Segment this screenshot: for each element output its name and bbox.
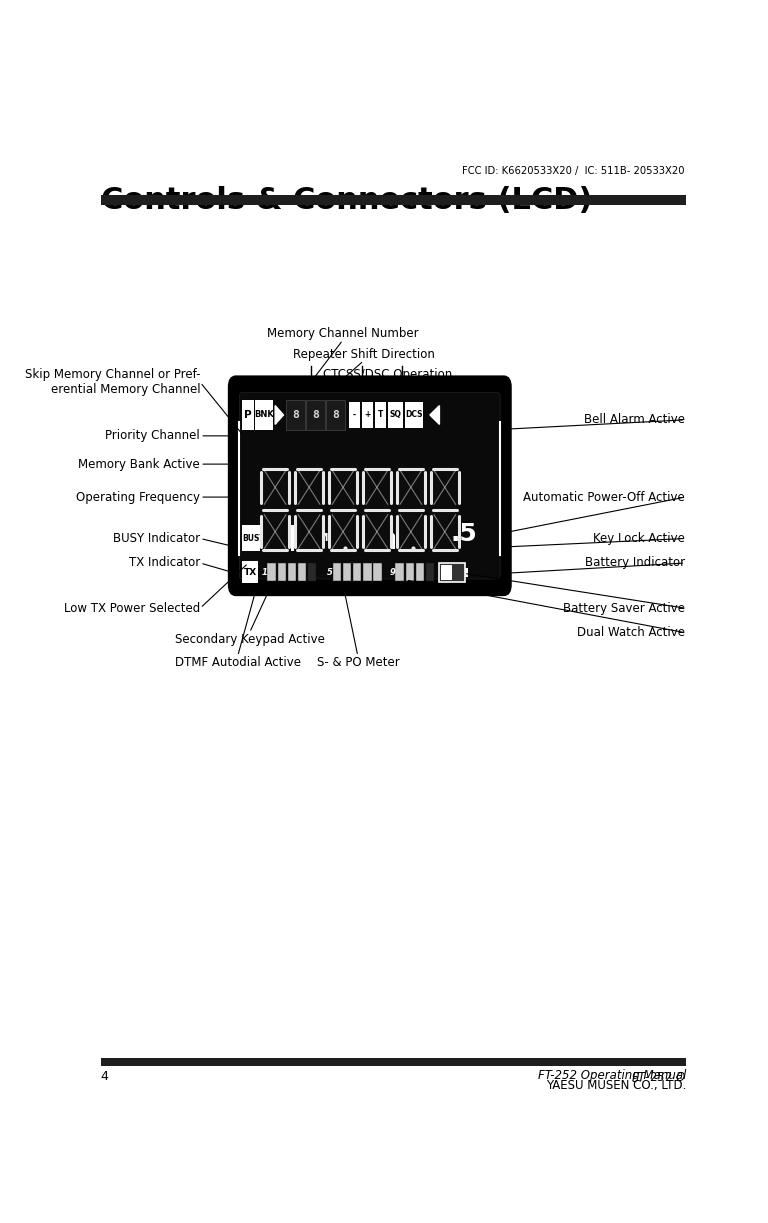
Text: Automatic Power-Off Active: Automatic Power-Off Active xyxy=(524,490,685,504)
Text: CTCSS/DSC Operation: CTCSS/DSC Operation xyxy=(323,368,452,382)
Text: -: - xyxy=(353,411,356,419)
Text: T: T xyxy=(378,411,383,419)
Bar xyxy=(277,564,286,581)
Text: Battery Saver Active: Battery Saver Active xyxy=(563,602,685,615)
Bar xyxy=(267,564,276,581)
Bar xyxy=(242,561,259,583)
Text: DTMF Autodial Active: DTMF Autodial Active xyxy=(174,657,300,669)
Text: BUSY Indicator: BUSY Indicator xyxy=(113,532,200,545)
Text: ①: ① xyxy=(367,533,377,543)
Text: DCS: DCS xyxy=(405,411,422,419)
Bar xyxy=(439,563,465,582)
Text: P: P xyxy=(244,410,252,419)
Text: LOW: LOW xyxy=(268,533,293,543)
Bar xyxy=(255,400,273,430)
Text: Secondary Keypad Active: Secondary Keypad Active xyxy=(174,632,325,646)
Bar xyxy=(396,466,426,553)
Bar xyxy=(406,564,414,581)
Bar xyxy=(260,466,290,553)
Bar xyxy=(306,400,325,430)
Text: BUSY: BUSY xyxy=(242,533,264,543)
Bar xyxy=(373,564,382,581)
Text: Controls & Connectors (LCD): Controls & Connectors (LCD) xyxy=(101,186,592,215)
Bar xyxy=(465,567,468,577)
Text: Operating Frequency: Operating Frequency xyxy=(76,490,200,504)
Text: 9: 9 xyxy=(389,567,396,577)
Text: Key Lock Active: Key Lock Active xyxy=(594,532,685,545)
Bar xyxy=(349,402,359,428)
Text: SQ: SQ xyxy=(389,411,402,419)
Bar xyxy=(242,400,253,430)
Text: TX: TX xyxy=(243,567,257,577)
Text: Bell Alarm Active: Bell Alarm Active xyxy=(584,413,685,427)
Text: Repeater Shift Direction: Repeater Shift Direction xyxy=(293,347,435,361)
Text: DTMF DW SAVE: DTMF DW SAVE xyxy=(303,533,389,543)
Bar xyxy=(415,564,424,581)
Bar xyxy=(101,194,687,205)
Bar xyxy=(293,466,325,553)
Bar xyxy=(288,564,296,581)
Text: Memory Channel Number: Memory Channel Number xyxy=(267,327,419,340)
Bar xyxy=(429,466,460,553)
FancyBboxPatch shape xyxy=(240,393,500,578)
Text: 8: 8 xyxy=(292,410,299,419)
Text: +: + xyxy=(364,411,370,419)
Bar xyxy=(425,564,434,581)
Bar xyxy=(343,564,351,581)
Bar xyxy=(362,466,392,553)
Bar xyxy=(308,564,316,581)
Text: 1: 1 xyxy=(261,567,267,577)
Text: 5: 5 xyxy=(327,567,333,577)
Bar xyxy=(441,565,452,580)
Text: $\it{FT}$-$\it{252}$ $\it{O}_{\rm{}}$: $\it{FT}$-$\it{252}$ $\it{O}_{\rm{}}$ xyxy=(631,1069,687,1081)
Bar xyxy=(290,525,301,552)
Bar xyxy=(353,564,362,581)
Bar xyxy=(363,564,372,581)
Text: 4: 4 xyxy=(101,1070,108,1082)
Bar xyxy=(375,402,386,428)
Polygon shape xyxy=(275,406,283,424)
Bar xyxy=(286,400,305,430)
Bar xyxy=(333,564,341,581)
Text: Dual Watch Active: Dual Watch Active xyxy=(578,626,685,640)
Polygon shape xyxy=(430,406,439,424)
Text: TX Indicator: TX Indicator xyxy=(129,556,200,570)
Bar xyxy=(405,402,422,428)
Text: S- & PO Meter: S- & PO Meter xyxy=(316,657,399,669)
Text: Battery Indicator: Battery Indicator xyxy=(585,556,685,570)
Bar xyxy=(298,564,306,581)
Bar xyxy=(101,1058,687,1066)
Text: Low TX Power Selected: Low TX Power Selected xyxy=(64,602,200,615)
Text: F: F xyxy=(293,533,300,543)
Bar xyxy=(362,402,372,428)
Text: Memory Bank Active: Memory Bank Active xyxy=(78,457,200,471)
Bar xyxy=(389,402,402,428)
Text: FT-252 Operating Manual: FT-252 Operating Manual xyxy=(538,1069,687,1081)
Text: 8: 8 xyxy=(333,410,339,419)
Text: .5: .5 xyxy=(450,522,477,545)
Bar xyxy=(242,525,264,552)
Text: FCC ID: K6620533X20 /  IC: 511B- 20533X20: FCC ID: K6620533X20 / IC: 511B- 20533X20 xyxy=(462,166,684,176)
Bar xyxy=(327,466,359,553)
FancyBboxPatch shape xyxy=(230,378,510,594)
Text: YAESU MUSEN CO., LTD.: YAESU MUSEN CO., LTD. xyxy=(546,1079,687,1092)
Text: 8: 8 xyxy=(313,410,319,419)
Bar xyxy=(326,400,346,430)
Text: Priority Channel: Priority Channel xyxy=(105,429,200,443)
Text: Skip Memory Channel or Pref-
erential Memory Channel: Skip Memory Channel or Pref- erential Me… xyxy=(25,368,200,396)
Bar xyxy=(396,564,404,581)
Text: BNK: BNK xyxy=(254,411,273,419)
FancyBboxPatch shape xyxy=(386,537,396,549)
